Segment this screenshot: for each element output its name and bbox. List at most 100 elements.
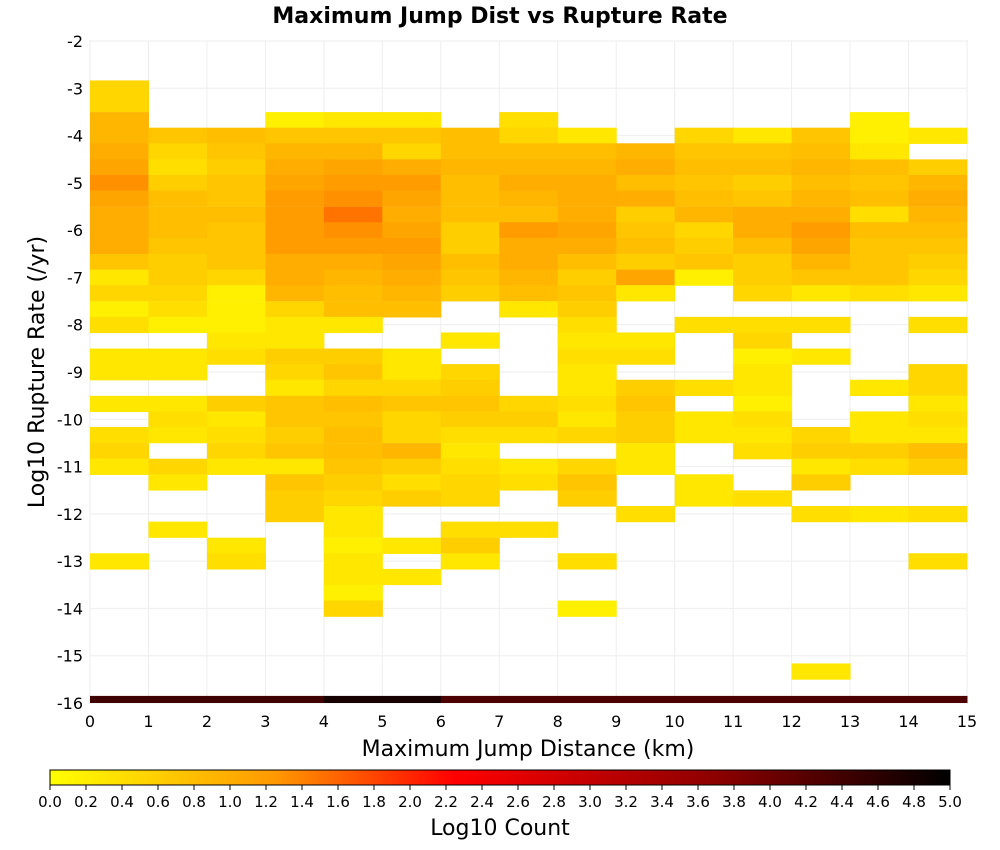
- heatmap-cell: [323, 348, 383, 365]
- heatmap-cell: [499, 143, 559, 160]
- heatmap-cell: [616, 253, 676, 271]
- y-tick-label: -3: [67, 79, 83, 98]
- colorbar-tick-label: 0.8: [182, 793, 206, 811]
- heatmap-cell: [323, 301, 383, 318]
- heatmap-cell: [791, 505, 851, 523]
- heatmap-cell: [616, 174, 676, 192]
- heatmap-cell: [733, 269, 793, 286]
- heatmap-cell: [557, 411, 617, 428]
- heatmap-cell: [90, 316, 149, 334]
- heatmap-cell: [557, 364, 617, 381]
- heatmap-cell: [148, 253, 208, 271]
- heatmap-cell: [265, 269, 325, 286]
- heatmap-cell: [206, 411, 266, 428]
- heatmap-cell: [557, 316, 617, 334]
- heatmap-cell: [382, 237, 442, 255]
- heatmap-cell: [557, 206, 617, 223]
- heatmap-cell: [265, 143, 325, 160]
- heatmap-cell: [791, 348, 851, 365]
- heatmap-cell: [557, 127, 617, 144]
- heatmap-cell: [908, 443, 968, 460]
- heatmap-cell: [323, 159, 383, 176]
- colorbar-tick-label: 0.6: [146, 793, 170, 811]
- y-tick-label: -16: [57, 694, 83, 713]
- heatmap-cell: [148, 143, 208, 160]
- heatmap-cell: [616, 379, 676, 396]
- heatmap-cell: [148, 474, 208, 491]
- colorbar-tick-label: 0.4: [110, 793, 134, 811]
- heatmap-cell: [90, 348, 149, 365]
- heatmap-cell: [908, 206, 968, 223]
- heatmap-cell: [616, 411, 676, 428]
- y-tick-label: -9: [67, 363, 83, 382]
- heatmap-cell: [616, 190, 676, 207]
- heatmap-cell: [850, 174, 910, 192]
- colorbar-tick-label: 3.6: [686, 793, 710, 811]
- heatmap-cell: [440, 395, 500, 413]
- heatmap-cell: [908, 222, 968, 239]
- heatmap-cell: [265, 379, 325, 396]
- heatmap-cell: [382, 411, 442, 428]
- heatmap-cell: [791, 458, 851, 475]
- heatmap-cell: [616, 332, 676, 349]
- heatmap-cell: [557, 222, 617, 239]
- heatmap-cell: [265, 222, 325, 239]
- heatmap-cell: [440, 474, 500, 491]
- colorbar-tick-label: 4.6: [866, 793, 890, 811]
- heatmap-cell: [206, 553, 266, 570]
- heatmap-cell: [382, 127, 442, 144]
- heatmap-cell: [499, 159, 559, 176]
- heatmap-cell: [323, 505, 383, 523]
- heatmap-cell: [850, 222, 910, 239]
- heatmap-cell: [265, 159, 325, 176]
- heatmap-cell: [557, 348, 617, 365]
- heatmap-cell: [90, 96, 149, 113]
- heatmap-cell: [323, 379, 383, 396]
- heatmap-cell: [791, 474, 851, 491]
- heatmap-cell: [440, 332, 500, 349]
- heatmap-cell: [206, 348, 266, 365]
- heatmap-cell: [499, 427, 559, 444]
- heatmap-cell: [323, 521, 383, 538]
- heatmap-cell: [674, 427, 734, 444]
- heatmap-cell: [616, 143, 676, 160]
- heatmap-cell: [323, 411, 383, 428]
- heatmap-cell: [323, 237, 383, 255]
- x-tick-label: 4: [319, 712, 329, 731]
- heatmap-cell: [674, 222, 734, 239]
- colorbar-tick-label: 3.2: [614, 793, 638, 811]
- heatmap-cell: [616, 395, 676, 413]
- heatmap-cell: [90, 395, 149, 413]
- heatmap-cell: [440, 379, 500, 396]
- heatmap-cell: [148, 411, 208, 428]
- band-cell: [791, 695, 851, 703]
- heatmap-cell: [850, 505, 910, 523]
- heatmap-cell: [206, 237, 266, 255]
- heatmap-cell: [791, 222, 851, 239]
- heatmap-cell: [148, 285, 208, 302]
- heatmap-cell: [206, 253, 266, 271]
- heatmap-cell: [265, 237, 325, 255]
- heatmap-cell: [850, 143, 910, 160]
- heatmap-cell: [440, 364, 500, 381]
- heatmap-cell: [674, 206, 734, 223]
- band-cell: [499, 695, 559, 703]
- heatmap-cell: [791, 190, 851, 207]
- heatmap-cell: [733, 348, 793, 365]
- heatmap-cell: [265, 474, 325, 491]
- y-tick-label: -7: [67, 268, 83, 287]
- heatmap-cell: [382, 348, 442, 365]
- heatmap-cell: [791, 663, 851, 680]
- band-cell: [265, 695, 325, 703]
- heatmap-cell: [382, 301, 442, 318]
- heatmap-cell: [90, 127, 149, 144]
- heatmap-cell: [557, 159, 617, 176]
- heatmap-cell: [616, 159, 676, 176]
- heatmap-cell: [791, 237, 851, 255]
- heatmap-cell: [908, 190, 968, 207]
- y-tick-label: -13: [57, 552, 83, 571]
- heatmap-cell: [323, 206, 383, 223]
- heatmap-cell: [791, 143, 851, 160]
- x-tick-label: 3: [260, 712, 270, 731]
- heatmap-cell: [323, 222, 383, 239]
